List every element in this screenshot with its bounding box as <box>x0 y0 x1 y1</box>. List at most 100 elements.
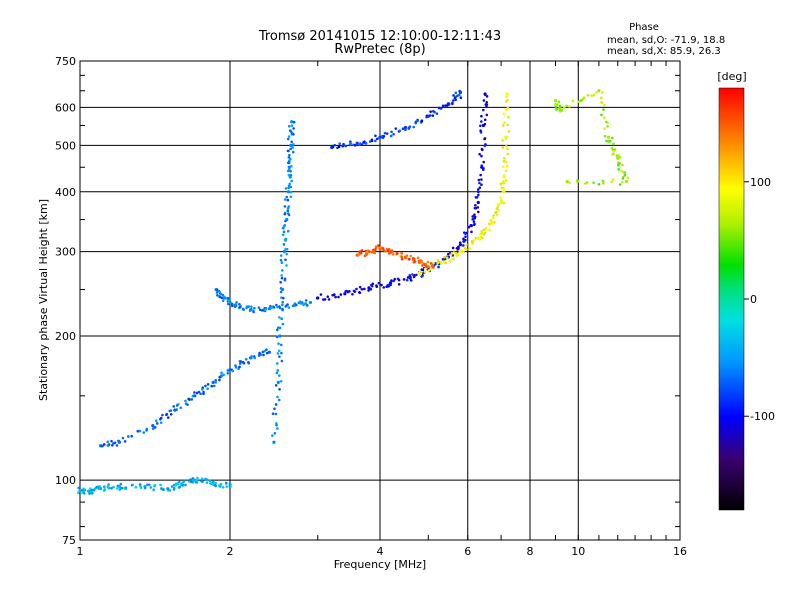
trace-point <box>451 99 455 102</box>
trace-point <box>195 479 199 483</box>
trace-point <box>276 395 279 399</box>
trace-point <box>218 378 221 382</box>
trace-point <box>244 357 248 361</box>
trace-point <box>586 93 590 97</box>
trace-point <box>505 95 508 99</box>
trace-point <box>482 228 486 232</box>
trace-point <box>389 283 392 287</box>
trace-point <box>206 383 210 386</box>
trace-point <box>200 477 204 480</box>
trace-point <box>457 245 460 249</box>
trace-point <box>130 434 134 438</box>
trace-point <box>452 257 455 261</box>
trace-point <box>220 371 223 375</box>
trace-point <box>279 280 282 284</box>
trace-point <box>107 443 111 446</box>
trace-point <box>275 362 279 365</box>
trace-point <box>154 419 158 423</box>
trace-point <box>286 149 290 153</box>
trace-point <box>618 183 622 186</box>
trace-point <box>169 412 173 416</box>
trace-point <box>621 163 624 167</box>
trace-point <box>506 98 509 102</box>
trace-point <box>451 246 455 250</box>
trace-point <box>214 288 218 291</box>
trace-point <box>289 143 293 147</box>
trace-point <box>279 343 283 347</box>
trace-point <box>446 102 450 105</box>
trace-point <box>413 260 417 263</box>
trace-point <box>221 486 225 489</box>
trace-point <box>331 145 335 149</box>
trace-point <box>476 200 480 205</box>
trace-point <box>277 398 281 402</box>
trace-point <box>503 121 506 125</box>
trace-point <box>279 287 283 290</box>
trace-point <box>377 281 381 285</box>
trace-point <box>130 484 134 487</box>
grid-lines <box>80 61 680 540</box>
trace-point <box>623 173 627 177</box>
trace-point <box>287 306 291 309</box>
trace-point <box>214 378 218 382</box>
trace-point <box>205 481 209 484</box>
trace-point <box>276 380 280 384</box>
trace-point <box>462 240 465 243</box>
trace-point <box>483 118 487 122</box>
trace-point <box>381 247 385 250</box>
trace-point <box>353 290 357 293</box>
trace-point <box>181 484 185 487</box>
trace-point <box>458 243 463 247</box>
trace-point <box>404 128 407 132</box>
trace-point <box>285 247 289 251</box>
trace-point <box>492 214 495 217</box>
trace-point <box>558 104 562 108</box>
trace-point <box>186 403 189 406</box>
trace-point <box>201 480 204 483</box>
y-tick-label: 600 <box>55 101 76 114</box>
trace-point <box>138 429 142 433</box>
trace-point <box>326 295 330 298</box>
trace-point <box>499 198 503 202</box>
trace-point <box>480 183 483 187</box>
trace-point <box>115 487 119 490</box>
trace-point <box>576 178 579 182</box>
trace-point <box>287 205 291 208</box>
trace-point <box>484 103 488 106</box>
trace-point <box>271 412 275 416</box>
trace-point <box>184 483 187 487</box>
trace-point <box>271 434 274 437</box>
trace-point <box>278 334 282 338</box>
trace-point <box>624 180 629 184</box>
trace-point <box>145 429 148 432</box>
trace-point <box>602 181 605 185</box>
trace-point <box>560 108 563 112</box>
trace-point <box>375 285 379 289</box>
trace-point <box>472 239 475 243</box>
trace-point <box>365 250 369 254</box>
trace-point <box>280 359 284 363</box>
trace-point <box>219 292 222 295</box>
trace-point <box>421 264 424 267</box>
trace-point <box>89 487 92 490</box>
trace-point <box>175 408 178 411</box>
trace-point <box>423 267 427 271</box>
trace-point <box>485 95 489 98</box>
trace-point <box>179 406 183 410</box>
y-tick-label: 75 <box>62 534 76 547</box>
trace-point <box>556 103 559 106</box>
trace-point <box>600 101 603 104</box>
trace-point <box>503 174 506 177</box>
trace-point <box>397 283 401 286</box>
trace-point <box>476 206 480 209</box>
trace-point <box>592 181 595 184</box>
trace-point <box>480 178 483 181</box>
trace-point <box>480 164 484 167</box>
trace-point <box>82 487 86 491</box>
trace-point <box>99 487 103 491</box>
trace-point <box>276 328 279 332</box>
trace-point <box>416 119 419 123</box>
trace-point <box>284 258 287 262</box>
trace-point <box>222 373 225 377</box>
